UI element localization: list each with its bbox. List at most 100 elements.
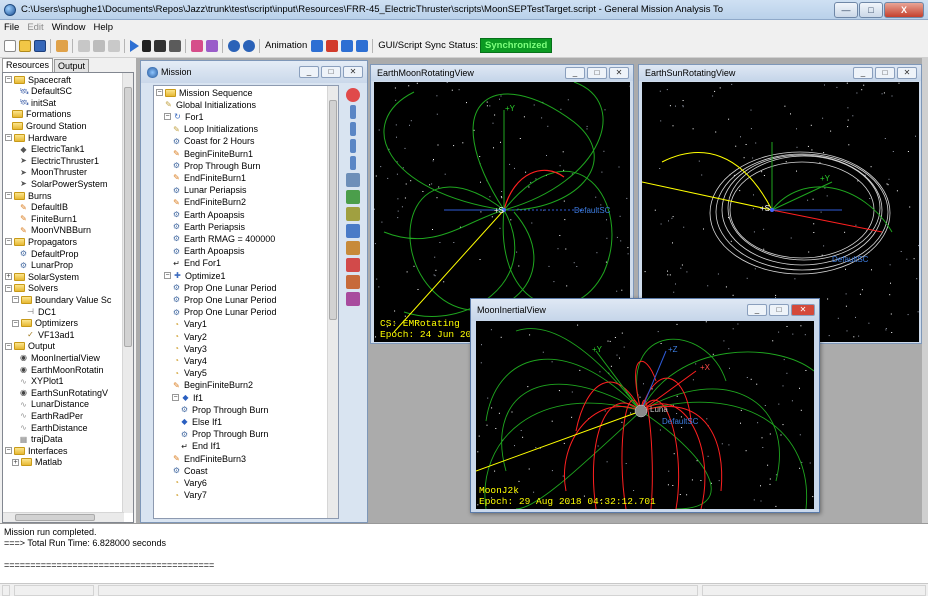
left_panel-tree-item[interactable]: − Spacecraft bbox=[5, 74, 71, 85]
menu-window[interactable]: Window bbox=[51, 21, 86, 33]
left_panel-tree-item[interactable]: ⚙ LunarProp bbox=[19, 260, 73, 271]
resource-tree-hscroll-thumb[interactable] bbox=[15, 514, 95, 521]
mission-collapse-icon[interactable] bbox=[350, 139, 356, 153]
mission-target-icon[interactable] bbox=[346, 190, 360, 204]
left_panel-tree-item[interactable]: ➤ MoonThruster bbox=[19, 167, 87, 178]
mission-tree-item[interactable]: ↵ End If1 bbox=[180, 441, 220, 452]
earth-sun-close-button[interactable]: ✕ bbox=[897, 67, 917, 79]
mission-propagate-icon[interactable] bbox=[346, 173, 360, 187]
left_panel-tree-item[interactable]: − Interfaces bbox=[5, 445, 68, 456]
mission-tree-item[interactable]: ✎ EndFiniteBurn1 bbox=[172, 172, 246, 183]
moon-restore-button[interactable]: □ bbox=[769, 304, 789, 316]
mission-tree-item[interactable]: ⚙ Prop Through Burn bbox=[172, 160, 260, 171]
expand-collapse-icon[interactable]: − bbox=[5, 134, 12, 141]
mission-vary-icon[interactable] bbox=[346, 207, 360, 221]
resource-tree-scroll-thumb[interactable] bbox=[124, 87, 132, 347]
open-folder-icon[interactable] bbox=[18, 39, 31, 52]
resource-tree-scrollbar[interactable] bbox=[122, 73, 133, 513]
left_panel-tree-item[interactable]: − Burns bbox=[5, 190, 52, 201]
left_panel-tree-item[interactable]: ◉ EarthSunRotatingV bbox=[19, 387, 108, 398]
expand-collapse-icon[interactable]: − bbox=[172, 394, 179, 401]
mission-tree-item[interactable]: ⚙ Prop Through Burn bbox=[180, 404, 268, 415]
mission-tree-item[interactable]: ◔ Vary2 bbox=[172, 331, 207, 342]
info-icon[interactable] bbox=[227, 39, 240, 52]
mission-tree-item[interactable]: ⚙ Earth Periapsis bbox=[172, 221, 245, 232]
moon-canvas[interactable]: +Y +X +Z Luna DefaultSC MoonJ2k Epoch: 2… bbox=[476, 321, 814, 509]
mission-tree-item[interactable]: ✎ BeginFiniteBurn1 bbox=[172, 148, 253, 159]
animation-faster-icon[interactable] bbox=[340, 39, 353, 52]
earth-moon-minimize-button[interactable]: _ bbox=[565, 67, 585, 79]
expand-collapse-icon[interactable]: − bbox=[12, 319, 19, 327]
settings-icon[interactable] bbox=[55, 39, 68, 52]
expand-collapse-icon[interactable]: − bbox=[164, 113, 171, 121]
help-icon[interactable] bbox=[242, 39, 255, 52]
close-button[interactable]: X bbox=[884, 1, 924, 18]
menu-file[interactable]: File bbox=[4, 21, 20, 33]
copy-icon[interactable] bbox=[92, 39, 105, 52]
mission-tree-item[interactable]: ⚙ Prop One Lunar Period bbox=[172, 282, 277, 293]
mission-expand-icon[interactable] bbox=[350, 156, 356, 170]
left_panel-tree-item[interactable]: − Hardware bbox=[5, 132, 67, 143]
mission-tree-item[interactable]: ◔ Vary4 bbox=[172, 355, 207, 366]
animation-slower-icon[interactable] bbox=[355, 39, 368, 52]
mission-tree-item[interactable]: ⚙ Earth Apoapsis bbox=[172, 209, 245, 220]
left_panel-tree-item[interactable]: ◉ EarthMoonRotatin bbox=[19, 364, 104, 375]
resource-tree-hscrollbar[interactable] bbox=[3, 512, 124, 522]
animation-stop-icon[interactable] bbox=[325, 39, 338, 52]
mission-tree-item[interactable]: ◔ Vary5 bbox=[172, 368, 207, 379]
left_panel-tree-item[interactable]: + SolarSystem bbox=[5, 271, 79, 282]
maximize-button[interactable]: □ bbox=[859, 1, 883, 18]
mission-tree-scroll-thumb[interactable] bbox=[329, 100, 337, 320]
left_panel-tree-item[interactable]: Formations bbox=[12, 109, 71, 120]
menu-help[interactable]: Help bbox=[93, 21, 114, 33]
left_panel-tree-item[interactable]: Ground Station bbox=[12, 120, 87, 131]
left_panel-tree-item[interactable]: ∿ LunarDistance bbox=[19, 399, 89, 410]
left_panel-tree-item[interactable]: ⊣ DC1 bbox=[26, 306, 56, 317]
left_panel-tree-item[interactable]: 🛰 DefaultSC bbox=[19, 86, 72, 97]
expand-collapse-icon[interactable]: − bbox=[164, 272, 171, 279]
left_panel-tree-item[interactable]: ✓ VF13ad1 bbox=[26, 329, 74, 340]
mission-function-icon[interactable] bbox=[346, 292, 360, 306]
animation-play-icon[interactable] bbox=[310, 39, 323, 52]
left_panel-tree-item[interactable]: ➤ SolarPowerSystem bbox=[19, 178, 107, 189]
mission-tree-item[interactable]: − ↻ For1 bbox=[164, 111, 204, 122]
left_panel-tree-item[interactable]: ▦ trajData bbox=[19, 434, 63, 445]
mission-move-up-icon[interactable] bbox=[350, 105, 356, 119]
paste-icon[interactable] bbox=[107, 39, 120, 52]
expand-collapse-icon[interactable]: − bbox=[5, 192, 12, 199]
left_panel-tree-item[interactable]: ◉ MoonInertialView bbox=[19, 352, 100, 363]
expand-collapse-icon[interactable]: − bbox=[5, 447, 12, 455]
mission-tree-item[interactable]: ⚙ Coast for 2 Hours bbox=[172, 136, 255, 147]
menu-edit[interactable]: Edit bbox=[27, 21, 44, 33]
mission-report-icon[interactable] bbox=[346, 224, 360, 238]
mission-tree-item[interactable]: ⚙ Earth Apoapsis bbox=[172, 246, 245, 257]
script-icon[interactable] bbox=[205, 39, 218, 52]
expand-collapse-icon[interactable]: − bbox=[5, 238, 12, 246]
earth-sun-minimize-button[interactable]: _ bbox=[853, 67, 873, 79]
earth-moon-close-button[interactable]: ✕ bbox=[609, 67, 629, 79]
mission-tree-item[interactable]: ✎ Global Initializations bbox=[164, 99, 256, 110]
minimize-button[interactable]: — bbox=[834, 1, 858, 18]
mission-tree-item[interactable]: ⚙ Prop One Lunar Period bbox=[172, 294, 277, 305]
stop-icon[interactable] bbox=[153, 39, 166, 52]
expand-collapse-icon[interactable]: + bbox=[5, 273, 12, 281]
expand-collapse-icon[interactable]: − bbox=[5, 284, 12, 292]
mission-tree-item[interactable]: ⚙ Coast bbox=[172, 465, 208, 476]
left_panel-tree-item[interactable]: ➤ ElectricThruster1 bbox=[19, 155, 99, 166]
earth-moon-restore-button[interactable]: □ bbox=[587, 67, 607, 79]
mission-tree-item[interactable]: ⚙ Prop Through Burn bbox=[180, 429, 268, 440]
mission-no-icon[interactable] bbox=[346, 88, 360, 102]
mission-tree-item[interactable]: ⚙ Earth RMAG = 400000 bbox=[172, 233, 275, 244]
mission-tree-item[interactable]: ↵ End For1 bbox=[172, 258, 221, 269]
cut-icon[interactable] bbox=[77, 39, 90, 52]
left_panel-tree-item[interactable]: − Optimizers bbox=[12, 318, 78, 329]
mission-tree-item[interactable]: − ◆ If1 bbox=[172, 392, 203, 403]
mission-minimize-button[interactable]: _ bbox=[299, 66, 319, 78]
save-icon[interactable] bbox=[33, 39, 46, 52]
new-file-icon[interactable] bbox=[3, 39, 16, 52]
left_panel-tree-item[interactable]: ∿ EarthDistance bbox=[19, 422, 87, 433]
mission-equation-icon[interactable] bbox=[346, 258, 360, 272]
mission-tree-scrollbar[interactable] bbox=[327, 86, 338, 518]
mission-script-icon[interactable] bbox=[346, 275, 360, 289]
mission-tree-item[interactable]: ✎ BeginFiniteBurn2 bbox=[172, 380, 253, 391]
